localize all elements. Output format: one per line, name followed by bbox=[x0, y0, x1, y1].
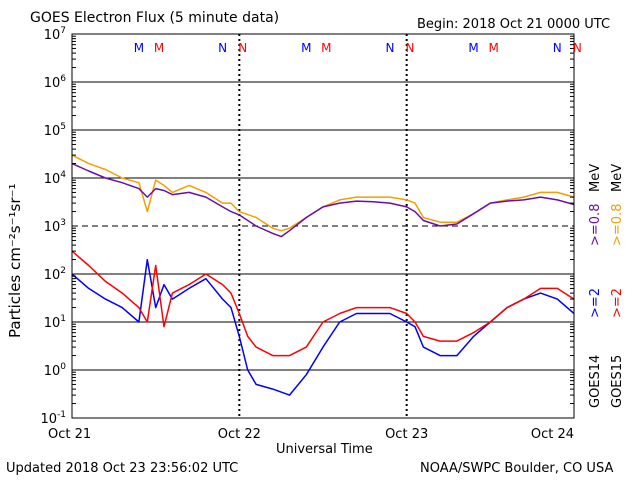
y-tick-label: 100 bbox=[44, 362, 67, 379]
marker-n_blue: N bbox=[218, 41, 227, 55]
y-tick-exponent: 1 bbox=[60, 314, 66, 324]
marker-n_red: N bbox=[238, 41, 247, 55]
x-tick-label: Oct 21 bbox=[48, 427, 91, 442]
y-tick-exponent: 6 bbox=[60, 74, 66, 84]
x-tick-label: Oct 24 bbox=[531, 427, 574, 442]
series-goes14_ge2 bbox=[71, 258, 575, 396]
x-tick-label: Oct 22 bbox=[218, 427, 261, 442]
credit-line: NOAA/SWPC Boulder, CO USA bbox=[420, 461, 614, 476]
x-tick-label: Oct 23 bbox=[385, 427, 428, 442]
y-tick-exponent: 4 bbox=[60, 170, 66, 180]
series-lines bbox=[71, 154, 575, 396]
series-goes15_ge08 bbox=[71, 154, 575, 232]
y-tick-label: 10-1 bbox=[40, 410, 66, 427]
marker-m_blue: M bbox=[301, 41, 311, 55]
marker-n_blue: N bbox=[385, 41, 394, 55]
x-axis-label: Universal Time bbox=[276, 442, 373, 457]
y-tick-exponent: 7 bbox=[60, 26, 66, 36]
mev-label-top: MeV bbox=[588, 163, 603, 192]
y-tick-exponent: 0 bbox=[60, 362, 66, 372]
y-tick-exponent: 3 bbox=[60, 218, 66, 228]
marker-m_blue: M bbox=[468, 41, 478, 55]
marker-m_blue: M bbox=[134, 41, 144, 55]
goes15-ge08-label: >=0.8 bbox=[610, 203, 625, 246]
y-tick-label: 104 bbox=[44, 170, 67, 187]
mev-label-bottom: MeV bbox=[610, 163, 625, 192]
y-tick-exponent: 2 bbox=[60, 266, 66, 276]
y-axis-label: Particles cm⁻²s⁻¹sr⁻¹ bbox=[6, 183, 24, 338]
chart-title: GOES Electron Flux (5 minute data) bbox=[30, 10, 280, 26]
y-tick-exponent: -1 bbox=[57, 410, 66, 420]
y-tick-label: 102 bbox=[44, 266, 66, 283]
y-tick-label: 107 bbox=[44, 26, 66, 43]
goes14-label: GOES14 bbox=[588, 354, 603, 408]
marker-n_red: N bbox=[406, 41, 415, 55]
series-goes15_ge2 bbox=[71, 250, 575, 357]
goes15-ge2-label: >=2 bbox=[610, 287, 625, 318]
series-goes14_ge08 bbox=[71, 162, 575, 238]
marker-m_red: M bbox=[489, 41, 499, 55]
y-tick-label: 106 bbox=[44, 74, 67, 91]
y-tick-label: 101 bbox=[44, 314, 66, 331]
goes14-ge2-label: >=2 bbox=[588, 287, 603, 318]
marker-m_red: M bbox=[321, 41, 331, 55]
y-tick-label: 105 bbox=[44, 122, 66, 139]
marker-n_red: N bbox=[573, 41, 582, 55]
y-tick-exponent: 5 bbox=[60, 122, 66, 132]
goes14-ge08-label: >=0.8 bbox=[588, 203, 603, 246]
marker-m_red: M bbox=[154, 41, 164, 55]
y-tick-label: 103 bbox=[44, 218, 66, 235]
grid-lines bbox=[72, 34, 574, 418]
plot-frame bbox=[71, 33, 575, 419]
goes15-label: GOES15 bbox=[610, 354, 625, 408]
begin-time: Begin: 2018 Oct 21 0000 UTC bbox=[417, 17, 611, 32]
marker-n_blue: N bbox=[553, 41, 562, 55]
updated-time: Updated 2018 Oct 23 23:56:02 UTC bbox=[6, 461, 239, 476]
